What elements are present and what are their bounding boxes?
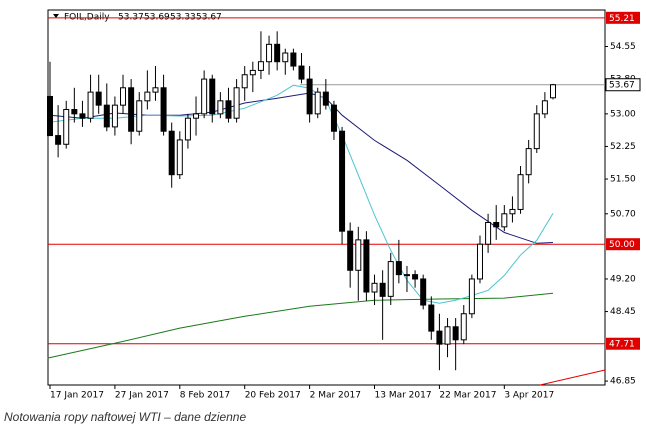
candle-body [298, 65, 305, 80]
candle-body [225, 100, 232, 119]
candle-body [55, 135, 62, 145]
candle-body [152, 87, 159, 93]
candle-body [339, 130, 346, 232]
candle-body [95, 91, 102, 106]
ma-line [49, 84, 554, 304]
candle-body [282, 52, 289, 63]
candle-body [517, 174, 524, 210]
candle-body [395, 261, 402, 276]
candle-body [428, 304, 435, 332]
y-tick-label: 51.50 [610, 175, 636, 185]
candle-body [209, 78, 216, 115]
candle-body [201, 78, 208, 115]
candle-body [509, 208, 516, 215]
candle-body [257, 61, 264, 71]
candle-body [71, 109, 78, 115]
candle-body [160, 87, 167, 132]
level-label: 50.00 [609, 240, 635, 250]
candle-body [493, 221, 500, 228]
candle-body [403, 274, 410, 277]
x-tick-label: 17 Jan 2017 [50, 391, 104, 401]
header-arrow [53, 14, 59, 18]
candle-body [541, 100, 548, 115]
candle-body [550, 84, 556, 99]
candle-body [314, 91, 321, 115]
y-tick-label: 54.55 [610, 42, 636, 52]
candle-body [63, 109, 70, 145]
level-label: 47.71 [609, 340, 635, 350]
x-tick-label: 20 Feb 2017 [245, 391, 301, 401]
candle-body [241, 74, 248, 89]
candle-body [330, 104, 337, 132]
candle-body [266, 43, 273, 63]
candle-body [476, 243, 483, 280]
y-tick-label: 52.25 [610, 142, 636, 152]
candle-body [533, 113, 540, 150]
ma-line [47, 292, 554, 359]
x-tick-label: 22 Mar 2017 [439, 391, 496, 401]
trend-line [539, 369, 606, 386]
level-box [606, 337, 640, 350]
candle-body [371, 282, 378, 293]
candle-body [322, 91, 329, 106]
y-tick-label: 50.70 [610, 209, 636, 219]
candle-body [249, 69, 256, 76]
candle-body [452, 326, 459, 341]
level-box [606, 11, 640, 24]
candle-body [168, 130, 175, 176]
candle-body [144, 91, 151, 102]
candle-body [501, 213, 508, 228]
y-tick-label: 46.85 [610, 377, 636, 387]
level-box [606, 238, 640, 251]
x-tick-label: 3 Apr 2017 [504, 391, 554, 401]
x-tick-label: 2 Mar 2017 [310, 391, 361, 401]
price-label: 53.67 [609, 81, 635, 91]
x-tick-label: 27 Jan 2017 [115, 391, 169, 401]
candle-body [363, 239, 370, 293]
candle-body [79, 113, 86, 119]
level-label: 55.21 [609, 14, 635, 24]
candle-body [306, 78, 313, 115]
candle-body [485, 221, 492, 245]
y-tick-label: 53.00 [610, 109, 636, 119]
candle-body [47, 95, 53, 137]
candle-body [111, 104, 118, 128]
candle-body [120, 87, 127, 106]
candle-body [87, 91, 94, 119]
candle-body [217, 100, 224, 115]
candle-body [136, 100, 143, 132]
candle-body [233, 87, 240, 119]
candle-body [379, 282, 386, 297]
candle-body [128, 87, 135, 132]
candle-body [184, 117, 191, 141]
candle-body [193, 113, 200, 119]
y-tick-label: 49.20 [610, 274, 636, 284]
x-tick-label: 8 Feb 2017 [180, 391, 230, 401]
candle-body [436, 330, 443, 345]
y-tick-label: 48.45 [610, 307, 636, 317]
candle-body [468, 278, 475, 315]
candle-body [347, 230, 354, 271]
candle-body [412, 274, 419, 280]
candle-body [525, 148, 532, 176]
candle-body [176, 139, 183, 176]
candle-body [387, 261, 394, 297]
candle-body [290, 52, 297, 67]
candle-body [355, 239, 362, 271]
price-box [605, 78, 641, 92]
candle-body [103, 104, 110, 128]
candle-body [460, 313, 467, 341]
caption: Notowania ropy naftowej WTI – dane dzien… [4, 410, 246, 424]
candle-body [444, 326, 451, 345]
x-tick-label: 13 Mar 2017 [375, 391, 432, 401]
candle-body [420, 278, 427, 306]
candle-body [274, 43, 281, 63]
